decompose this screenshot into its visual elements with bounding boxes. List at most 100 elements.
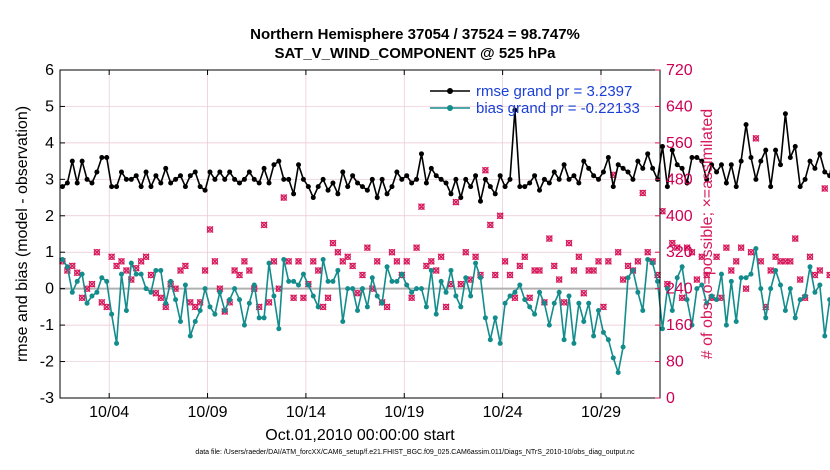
obs-possible-marker [290,294,297,301]
obs-assimilated-marker [432,266,440,274]
bias-point [99,275,105,281]
bias-point [630,267,636,273]
rmse-point [635,158,641,164]
obs-assimilated-stroke [152,289,160,297]
obs-assimilated-marker [742,285,750,293]
obs-possible-marker [177,267,184,274]
bias-point [763,315,769,321]
obs-possible-marker [634,258,642,265]
rmse-point [187,173,193,179]
obs-assimilated-stroke [432,266,440,274]
obs-assimilated-stroke [511,294,519,302]
obs-assimilated-marker [280,194,288,202]
obs-assimilated-stroke [747,248,755,256]
obs-possible-marker [113,262,120,270]
obs-assimilated-stroke [703,271,711,279]
obs-possible-marker [806,253,814,260]
obs-assimilated-stroke [201,266,209,274]
bias-point [487,337,493,343]
obs-possible-marker [688,249,696,256]
bias-point [89,293,95,299]
rmse-point [718,162,724,168]
rmse-point [522,184,528,190]
obs-assimilated-stroke [290,294,298,302]
rmse-point [620,165,626,171]
obs-possible-marker [457,280,465,288]
obs-assimilated-marker [698,253,706,261]
obs-possible-marker [285,258,292,265]
bias-point [497,340,503,346]
obs-assimilated-marker [260,221,268,229]
obs-assimilated-stroke [516,262,524,270]
obs-possible-marker [339,258,346,265]
bias-point [123,308,129,314]
bias-point [364,304,370,310]
obs-assimilated-stroke [545,235,553,243]
rmse-point [699,158,705,164]
obs-assimilated-stroke [481,166,489,174]
y-tick-label: -2 [40,354,54,371]
obs-assimilated-stroke [275,285,283,293]
rmse-point [217,169,223,175]
bias-point [566,293,572,299]
obs-assimilated-stroke [437,253,445,261]
bias-point [782,308,788,314]
bias-point [596,308,602,314]
obs-assimilated-stroke [245,266,253,274]
rmse-point [335,191,341,197]
obs-possible-marker [462,249,469,256]
rmse-point [173,176,179,182]
obs-assimilated-stroke [403,257,411,265]
obs-possible-marker [334,249,342,256]
obs-assimilated-stroke [157,294,165,302]
obs-assimilated-marker [486,221,494,229]
rmse-point [222,176,228,182]
obs-assimilated-stroke [93,248,101,256]
obs-possible-marker [575,253,583,260]
obs-possible-marker [329,239,337,247]
obs-assimilated-marker [536,266,544,274]
rmse-point [507,176,513,182]
obs-possible-marker [821,185,828,192]
bias-point [369,275,375,281]
bias-point [443,289,449,295]
obs-possible-marker [816,267,824,274]
obs-possible-marker [742,285,750,292]
obs-possible-marker [792,235,799,242]
obs-assimilated-stroke [521,253,529,261]
x-axis-label: Oct.01,2010 00:00:00 start [265,427,455,444]
rmse-point [709,162,715,168]
rmse-point [256,180,262,186]
bias-point [532,311,538,317]
bias-point [591,333,597,339]
rmse-point [99,154,105,160]
x-tick-label: 10/24 [483,404,523,421]
rmse-point [537,187,543,193]
y-tick-label: 6 [45,62,54,79]
rmse-point [477,198,483,204]
grid [60,70,660,398]
rmse-point [527,180,533,186]
obs-assimilated-stroke [413,244,421,252]
bias-point [315,304,321,310]
obs-assimilated-stroke [722,244,730,252]
obs-assimilated-stroke [486,221,494,229]
bias-point [787,286,793,292]
obs-assimilated-stroke [560,298,568,306]
obs-assimilated-stroke [678,294,686,302]
bias-point [817,282,823,288]
rmse-point [237,180,243,186]
rmse-point [581,158,587,164]
bias-point [212,311,218,317]
obs-possible-marker [123,267,130,274]
obs-possible-marker [713,253,720,260]
bias-point [114,340,120,346]
rmse-point [610,184,616,190]
obs-assimilated-stroke [693,276,701,284]
obs-assimilated-stroke [663,280,671,288]
obs-assimilated-stroke [604,257,612,265]
obs-assimilated-marker [413,244,421,252]
obs-possible-marker [364,244,371,251]
obs-assimilated-marker [344,253,352,261]
obs-assimilated-stroke [536,266,544,274]
